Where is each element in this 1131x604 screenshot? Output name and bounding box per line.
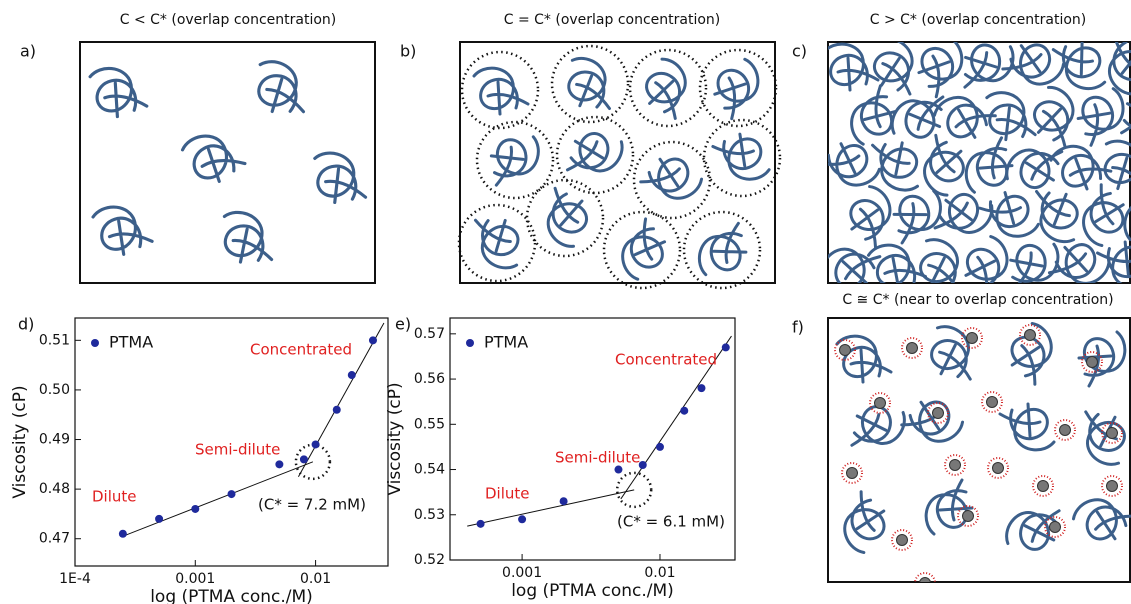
fit-line: [620, 335, 732, 500]
fit-line: [467, 489, 635, 527]
cstar-circle: [615, 471, 653, 509]
fit-line: [297, 322, 385, 477]
data-point: [614, 465, 623, 474]
x-tick-label: 0.01: [300, 571, 331, 587]
y-axis-label: Viscosity (cP): [385, 382, 405, 495]
overlap-sphere: [698, 48, 778, 128]
panel-title: C < C* (overlap concentration): [120, 12, 337, 28]
annotation: Semi-dilute: [195, 441, 280, 459]
data-point: [559, 497, 568, 506]
y-tick-label: 0.51: [39, 332, 70, 348]
data-point: [275, 460, 284, 469]
data-point: [655, 442, 664, 451]
overlap-sphere: [457, 203, 537, 283]
x-axis-label: log (PTMA conc./M): [511, 581, 674, 601]
y-tick-label: 0.55: [414, 416, 445, 432]
x-tick-label: 0.001: [175, 571, 215, 587]
panel-label: b): [400, 42, 416, 61]
y-tick-label: 0.49: [39, 432, 70, 448]
panel-b-coils: [457, 44, 782, 290]
annotation: Dilute: [92, 488, 137, 506]
x-tick-label: 0.01: [644, 565, 675, 581]
data-point: [368, 336, 377, 345]
overlap-sphere: [628, 48, 708, 128]
data-point: [347, 371, 356, 380]
y-axis-label: Viscosity (cP): [10, 385, 30, 498]
data-point: [697, 384, 706, 393]
data-point: [680, 406, 689, 415]
overlap-sphere: [550, 44, 630, 124]
annotation: Concentrated: [615, 351, 717, 369]
panel-label: d): [18, 315, 34, 334]
plot-frame: [449, 317, 736, 561]
data-point: [227, 490, 236, 499]
annotation: Semi-dilute: [555, 449, 640, 467]
annotation: Dilute: [485, 485, 530, 503]
panel-label: e): [395, 315, 411, 334]
data-point: [311, 440, 320, 449]
y-tick-label: 0.47: [39, 531, 70, 547]
y-tick-label: 0.52: [414, 552, 445, 568]
panel-title: C = C* (overlap concentration): [504, 12, 721, 28]
overlap-sphere: [602, 210, 682, 290]
panel-label: a): [20, 42, 36, 61]
data-point: [721, 343, 730, 352]
overlap-sphere: [555, 115, 635, 195]
y-tick-label: 0.57: [414, 326, 445, 342]
y-tick-label: 0.54: [414, 462, 445, 478]
legend-label: PTMA: [484, 333, 528, 352]
legend-label: PTMA: [109, 333, 153, 352]
data-point: [191, 504, 200, 513]
x-tick-label: 0.001: [502, 565, 542, 581]
y-tick-label: 0.50: [39, 382, 70, 398]
x-axis-label: log (PTMA conc./M): [150, 587, 313, 604]
data-point: [518, 515, 527, 524]
annotation: (C* = 7.2 mM): [258, 496, 366, 514]
panel-label: c): [792, 42, 807, 61]
legend-marker: [466, 339, 474, 347]
legend-marker: [91, 339, 99, 347]
overlap-sphere: [460, 50, 540, 130]
data-point: [332, 405, 341, 414]
data-point: [155, 514, 164, 523]
x-tick-label: 1E-4: [59, 571, 91, 587]
overlap-sphere: [525, 178, 605, 258]
overlap-sphere: [682, 210, 762, 290]
data-point: [118, 529, 127, 538]
data-point: [638, 461, 647, 470]
y-tick-label: 0.53: [414, 507, 445, 523]
data-point: [476, 519, 485, 528]
panel-title: C > C* (overlap concentration): [870, 12, 1087, 28]
cstar-circle: [294, 443, 332, 481]
annotation: Concentrated: [250, 341, 352, 359]
y-tick-label: 0.48: [39, 481, 70, 497]
y-tick-label: 0.56: [414, 371, 445, 387]
plot-frame: [74, 317, 389, 567]
panel-label: f): [792, 318, 804, 337]
data-point: [299, 455, 308, 464]
panel-title: C ≅ C* (near to overlap concentration): [842, 292, 1113, 308]
overlap-sphere: [702, 118, 782, 198]
fit-line: [122, 461, 314, 537]
overlap-sphere: [475, 120, 555, 200]
annotation: (C* = 6.1 mM): [617, 513, 725, 531]
